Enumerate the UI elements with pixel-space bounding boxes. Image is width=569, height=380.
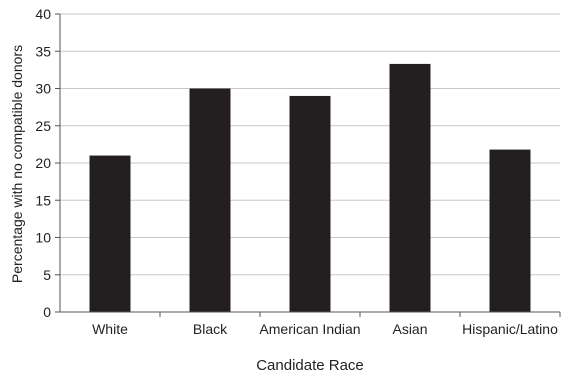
- x-tick-label: Asian: [392, 321, 427, 337]
- y-axis-title: Percentage with no compatible donors: [9, 45, 25, 283]
- bar: [289, 95, 331, 312]
- y-tick-label: 35: [35, 43, 51, 59]
- x-tick-label: Black: [193, 321, 228, 337]
- x-tick-label: White: [92, 321, 128, 337]
- x-tick-label: Hispanic/Latino: [462, 321, 558, 337]
- x-tick-labels: White Black American Indian Asian Hispanic/L…: [92, 321, 558, 337]
- y-tick-label: 20: [35, 155, 51, 171]
- y-tick-label: 40: [35, 6, 51, 22]
- y-tick-label: 5: [43, 267, 51, 283]
- axes: [55, 13, 561, 317]
- y-tick-label: 10: [35, 230, 51, 246]
- bar: [489, 149, 531, 312]
- x-axis-title: Candidate Race: [256, 357, 364, 374]
- y-tick-label: 30: [35, 81, 51, 97]
- x-tick-label: American Indian: [259, 321, 360, 337]
- y-tick-label: 25: [35, 118, 51, 134]
- bar: [389, 63, 431, 312]
- y-tick-labels: 0 5 10 15 20 25 30 35 40: [35, 6, 51, 320]
- bar: [89, 155, 131, 312]
- bars: [89, 63, 531, 312]
- y-tick-label: 0: [43, 304, 51, 320]
- bar: [189, 88, 231, 312]
- y-tick-label: 15: [35, 192, 51, 208]
